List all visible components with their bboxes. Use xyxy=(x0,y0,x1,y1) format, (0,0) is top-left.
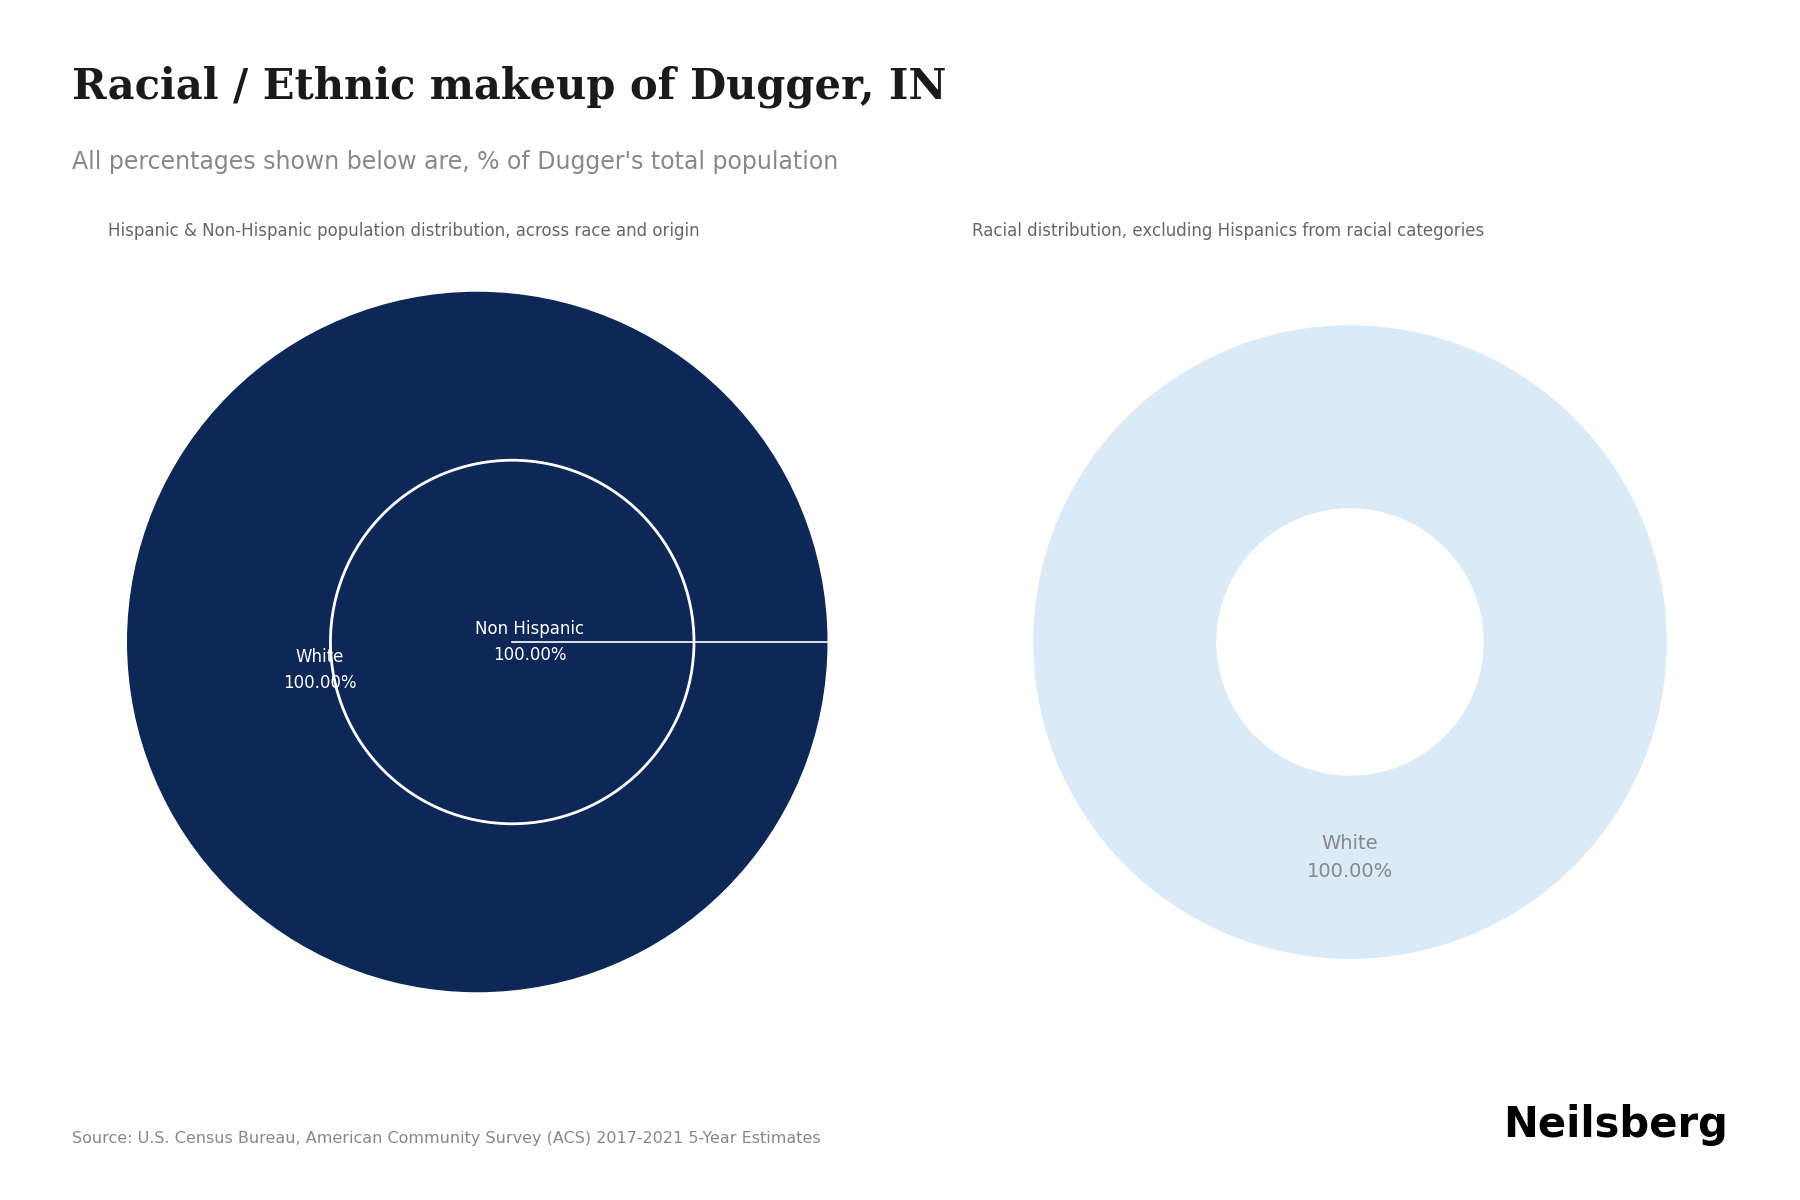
Text: White
100.00%: White 100.00% xyxy=(283,648,356,692)
Text: Racial distribution, excluding Hispanics from racial categories: Racial distribution, excluding Hispanics… xyxy=(972,222,1485,240)
Text: Non Hispanic
100.00%: Non Hispanic 100.00% xyxy=(475,619,585,665)
Wedge shape xyxy=(1033,325,1667,959)
Text: Racial / Ethnic makeup of Dugger, IN: Racial / Ethnic makeup of Dugger, IN xyxy=(72,66,947,108)
Text: Source: U.S. Census Bureau, American Community Survey (ACS) 2017-2021 5-Year Est: Source: U.S. Census Bureau, American Com… xyxy=(72,1130,821,1146)
Circle shape xyxy=(128,293,826,991)
Text: White
100.00%: White 100.00% xyxy=(1307,834,1393,881)
Text: All percentages shown below are, % of Dugger's total population: All percentages shown below are, % of Du… xyxy=(72,150,839,174)
Text: Hispanic & Non-Hispanic population distribution, across race and origin: Hispanic & Non-Hispanic population distr… xyxy=(108,222,700,240)
Circle shape xyxy=(1217,509,1483,775)
Text: Neilsberg: Neilsberg xyxy=(1503,1104,1728,1146)
Circle shape xyxy=(331,461,695,823)
